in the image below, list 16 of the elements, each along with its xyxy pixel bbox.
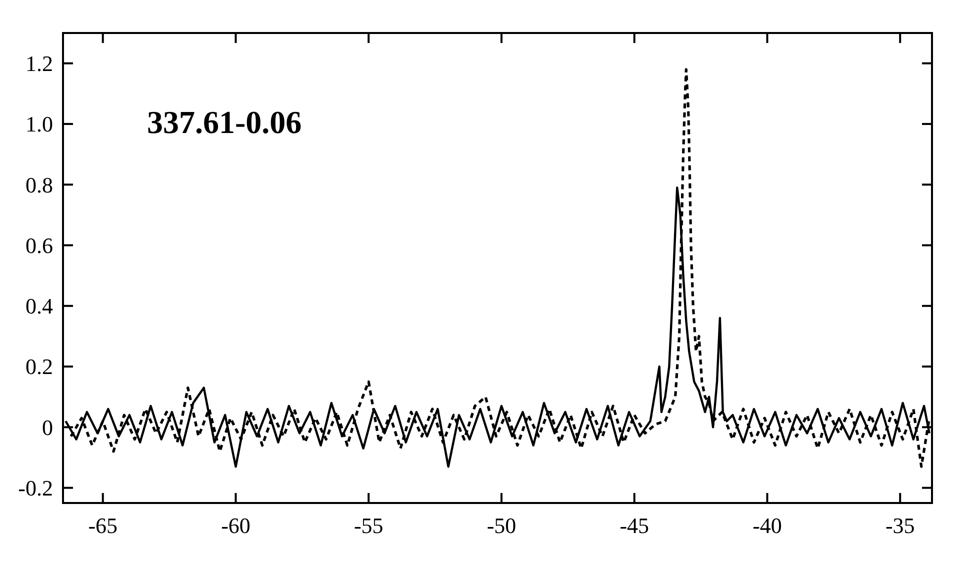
- x-tick-label: -40: [752, 513, 782, 538]
- y-tick-label: 1.0: [26, 112, 53, 137]
- y-tick-label: 0.6: [26, 232, 53, 258]
- x-tick-label: -45: [620, 513, 650, 538]
- x-tick-label: -35: [885, 513, 915, 538]
- y-tick-label: 1.2: [26, 51, 53, 76]
- y-tick-label: -0.2: [18, 476, 53, 501]
- annotation: 337.61-0.06: [147, 104, 302, 140]
- x-tick-label: -65: [88, 513, 118, 538]
- y-tick-label: 0.4: [26, 294, 53, 319]
- y-tick-label: 0.2: [26, 354, 53, 380]
- x-tick-label: -50: [486, 513, 516, 538]
- x-tick-label: -55: [354, 513, 384, 538]
- y-tick-label: 0.8: [26, 172, 53, 198]
- y-tick-label: 0: [42, 414, 53, 440]
- x-tick-label: -60: [221, 513, 250, 538]
